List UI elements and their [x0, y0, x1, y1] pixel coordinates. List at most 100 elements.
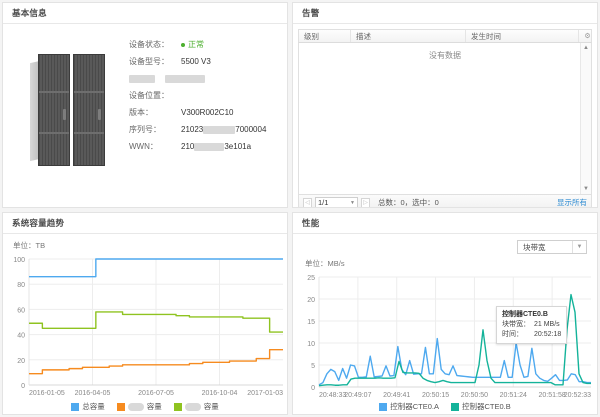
legend-label-ctea: 控制器CTE0.A — [390, 402, 439, 411]
device-detail-list: 设备状态： 正常 设备型号： 5500 V3 设备位置： — [129, 32, 281, 207]
basic-info-header: 基本信息 — [3, 3, 287, 24]
svg-text:5: 5 — [311, 363, 315, 370]
legend-swatch-green — [173, 402, 182, 411]
metric-select-value: 块带宽 — [523, 242, 546, 252]
legend-item-green[interactable]: 容量 — [173, 401, 219, 412]
page-number: 1/1 — [318, 198, 329, 207]
serial-redacted — [203, 125, 236, 134]
info-value-model: 5500 V3 — [181, 57, 211, 66]
storage-cabinet-icon — [28, 54, 110, 166]
svg-text:20:50:50: 20:50:50 — [461, 392, 488, 399]
performance-unit-label: 单位：MB/s — [305, 259, 345, 268]
alarm-header: 告警 — [293, 3, 597, 24]
capacity-chart: 0 20 40 60 80 100 2016-01-05 2016-04-05 2016-07-… — [13, 257, 283, 397]
info-label-status: 设备状态： — [129, 40, 169, 49]
capacity-trend-panel: 系统容量趋势 单位：TB 0 20 40 60 80 100 2016-01-05 2016-… — [2, 212, 288, 415]
redacted-value — [165, 74, 205, 83]
next-page-button[interactable]: ▷ — [361, 197, 370, 207]
svg-text:0: 0 — [21, 383, 25, 390]
legend-item-cteb[interactable]: 控制器CTE0.B — [451, 401, 511, 412]
wwn-suffix: 3e101a — [224, 142, 252, 151]
svg-text:20:49:07: 20:49:07 — [344, 392, 371, 399]
legend-swatch-cteb — [451, 402, 459, 411]
info-value-status: 正常 — [181, 39, 204, 50]
info-row-redacted — [129, 70, 281, 87]
info-row-status: 设备状态： 正常 — [129, 36, 281, 53]
legend-swatch-orange — [116, 402, 125, 411]
svg-text:40: 40 — [17, 333, 25, 340]
alarm-table-header: 级别 描述 发生时间 ⚙ — [298, 29, 592, 43]
svg-text:25: 25 — [307, 275, 315, 282]
capacity-legend: 总容量 容量 容量 — [3, 401, 287, 412]
chevron-down-icon[interactable]: ▼ — [572, 241, 586, 253]
chevron-down-icon: ▼ — [350, 199, 355, 206]
capacity-body: 单位：TB 0 20 40 60 80 100 2016-01-05 2016-04-05 20… — [3, 234, 287, 414]
capacity-title: 系统容量趋势 — [12, 218, 65, 228]
performance-legend: 控制器CTE0.A 控制器CTE0.B — [293, 401, 597, 412]
legend-swatch-ctea — [379, 402, 388, 411]
svg-text:2016-10-04: 2016-10-04 — [202, 390, 238, 397]
legend-swatch-total — [71, 402, 80, 411]
info-label-location: 设备位置： — [129, 91, 169, 100]
svg-text:20:51:58: 20:51:58 — [539, 392, 566, 399]
prev-page-button[interactable]: ◁ — [303, 197, 312, 207]
tooltip-time-value: 20:52:18 — [534, 331, 562, 339]
info-label-wwn: WWN： — [129, 142, 158, 151]
page-selector[interactable]: 1/1 ▼ — [315, 197, 358, 207]
alarm-title: 告警 — [302, 8, 320, 18]
redacted-label — [129, 74, 155, 83]
chevron-down-icon[interactable]: ▼ — [583, 186, 589, 192]
legend-label-total: 总容量 — [82, 402, 105, 411]
metric-select[interactable]: 块带宽 ▼ — [517, 240, 587, 254]
info-value-wwn: 210 3e101a — [181, 142, 251, 151]
empty-state-text: 没有数据 — [429, 51, 461, 60]
svg-text:80: 80 — [17, 282, 25, 289]
performance-body: 块带宽 ▼ 单位：MB/s 0 5 10 15 20 25 20:48:33 20:49:07… — [293, 234, 597, 414]
legend-item-total[interactable]: 总容量 — [71, 401, 105, 412]
performance-panel: 性能 块带宽 ▼ 单位：MB/s 0 5 10 15 20 25 20:48:33 20:49… — [292, 212, 598, 415]
column-header-description[interactable]: 描述 — [351, 30, 466, 42]
page-title: 基本信息 — [12, 8, 47, 18]
info-row-version: 版本： V300R002C10 — [129, 104, 281, 121]
performance-title: 性能 — [302, 218, 320, 228]
alarm-scrollbar[interactable]: ▲ ▼ — [580, 43, 591, 194]
column-header-time[interactable]: 发生时间 — [466, 30, 579, 42]
info-label-version: 版本： — [129, 108, 153, 117]
svg-text:20:48:33: 20:48:33 — [319, 392, 346, 399]
info-row-wwn: WWN： 210 3e101a — [129, 138, 281, 155]
svg-text:10: 10 — [307, 341, 315, 348]
svg-text:60: 60 — [17, 307, 25, 314]
tooltip-time-label: 时间： — [502, 331, 523, 339]
status-badge: 正常 — [188, 40, 204, 49]
alarm-table-body: 没有数据 ▲ ▼ — [298, 43, 592, 195]
legend-label-green: 容量 — [203, 402, 219, 411]
svg-text:20:52:33: 20:52:33 — [564, 392, 591, 399]
svg-text:20:50:15: 20:50:15 — [422, 392, 449, 399]
info-value-serial: 21023 7000004 — [181, 125, 266, 134]
capacity-header: 系统容量趋势 — [3, 213, 287, 234]
basic-info-body: 设备状态： 正常 设备型号： 5500 V3 设备位置： — [3, 24, 287, 207]
alarm-panel: 告警 级别 描述 发生时间 ⚙ 没有数据 ▲ ▼ ◁ 1/1 ▼ — [292, 2, 598, 208]
svg-text:15: 15 — [307, 319, 315, 326]
column-header-level[interactable]: 级别 — [299, 30, 351, 42]
svg-text:2016-04-05: 2016-04-05 — [75, 390, 111, 397]
legend-label-cteb: 控制器CTE0.B — [462, 402, 511, 411]
legend-item-orange[interactable]: 容量 — [116, 401, 162, 412]
svg-text:20:51:24: 20:51:24 — [500, 392, 527, 399]
alarm-table-footer: ◁ 1/1 ▼ ▷ 总数：0，选中：0 显示所有 — [298, 195, 592, 207]
tooltip-metric-value: 21 MB/s — [534, 321, 560, 329]
svg-text:20: 20 — [17, 358, 25, 365]
svg-text:100: 100 — [13, 257, 25, 264]
tooltip-series-name: 控制器CTE0.B — [502, 311, 548, 318]
legend-label-redacted — [127, 402, 144, 411]
column-config-icon[interactable]: ⚙ — [584, 33, 591, 40]
legend-item-ctea[interactable]: 控制器CTE0.A — [379, 401, 439, 412]
show-all-link[interactable]: 显示所有 — [557, 198, 587, 207]
chevron-up-icon[interactable]: ▲ — [583, 45, 589, 51]
svg-text:0: 0 — [311, 385, 315, 392]
capacity-unit-label: 单位：TB — [13, 241, 46, 250]
info-row-location: 设备位置： — [129, 87, 281, 104]
alarm-body: 级别 描述 发生时间 ⚙ 没有数据 ▲ ▼ ◁ 1/1 ▼ ▷ 总数：0，选中： — [293, 24, 597, 207]
